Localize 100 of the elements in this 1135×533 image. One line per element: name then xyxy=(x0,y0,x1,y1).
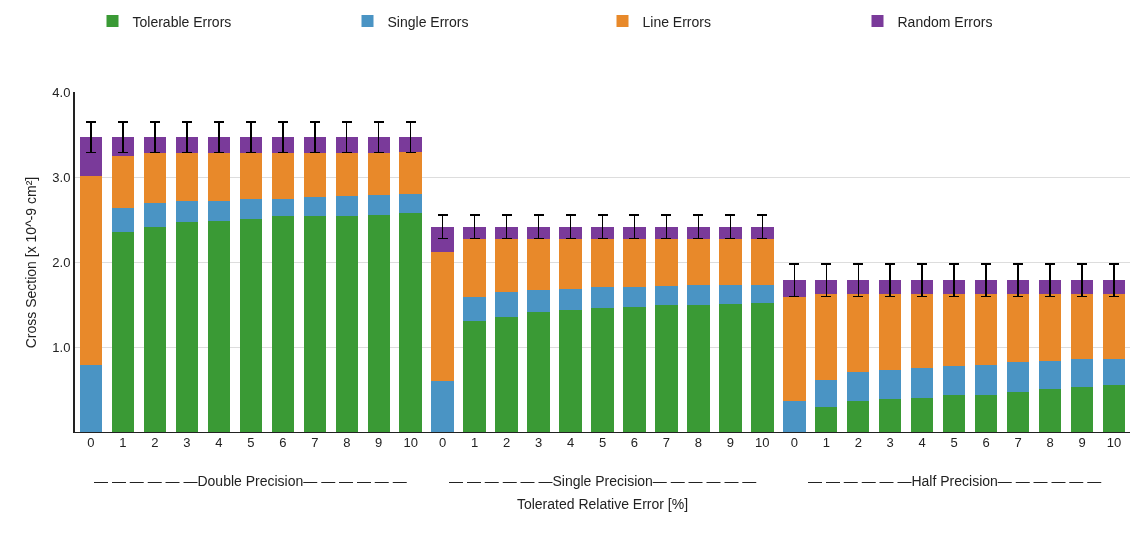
bar xyxy=(367,195,390,215)
x-tick-label: 10 xyxy=(403,435,418,450)
y-tick-label: 1.0 xyxy=(52,340,71,356)
bar xyxy=(591,287,614,308)
bar xyxy=(303,215,326,433)
bar xyxy=(399,151,422,195)
bar xyxy=(719,239,742,285)
bar xyxy=(1006,362,1030,393)
bar xyxy=(335,196,358,216)
legend-label: Single Errors xyxy=(387,13,469,30)
bar xyxy=(783,280,806,298)
x-tick-label: 3 xyxy=(534,435,543,450)
bar xyxy=(559,239,582,289)
x-tick-label: 4 xyxy=(566,435,575,450)
x-tick-label: 10 xyxy=(755,435,770,450)
bar xyxy=(847,280,870,295)
bar xyxy=(655,305,678,433)
bar xyxy=(1038,360,1062,389)
y-axis-title: Cross Section [x 10^-9 cm²] xyxy=(23,176,39,349)
bar xyxy=(1102,385,1126,433)
bar xyxy=(815,280,838,295)
bar xyxy=(719,284,742,305)
bar xyxy=(879,398,902,433)
text: — — — — — —Double Precision— — — — — — xyxy=(94,473,407,489)
x-tick-label: 7 xyxy=(662,435,671,450)
bar xyxy=(271,153,294,199)
bar xyxy=(175,153,199,202)
text: — — — — — —Half Precision— — — — — — xyxy=(808,473,1102,489)
x-tick-label: 4 xyxy=(215,435,223,450)
bar xyxy=(495,239,518,293)
x-tick-label: 0 xyxy=(439,435,447,450)
x-tick-label: 4 xyxy=(918,435,926,450)
bar xyxy=(815,294,838,381)
bar xyxy=(1070,358,1094,387)
bar xyxy=(303,196,326,216)
bar xyxy=(623,306,646,433)
bar xyxy=(1102,294,1126,359)
text: — — — — — —Single Precision— — — — — — xyxy=(449,473,757,489)
x-tick-label: 8 xyxy=(343,435,351,450)
x-tick-label: 1 xyxy=(119,435,127,450)
bar xyxy=(495,317,518,433)
bar xyxy=(1038,294,1062,361)
bar xyxy=(175,201,199,223)
legend-label: Random Errors xyxy=(897,13,993,30)
bar xyxy=(111,231,135,433)
bar xyxy=(559,288,582,311)
bar xyxy=(239,219,263,433)
bar xyxy=(239,199,263,220)
bar xyxy=(847,294,870,372)
bar xyxy=(239,153,263,200)
bar xyxy=(911,368,934,399)
x-tick-label: 2 xyxy=(502,435,511,450)
bar xyxy=(815,407,838,433)
bar xyxy=(719,304,742,433)
bar xyxy=(655,285,678,306)
bar xyxy=(79,137,103,177)
x-tick-label: 10 xyxy=(1106,435,1122,450)
x-tick-label: 9 xyxy=(1078,435,1086,450)
legend-label: Tolerable Errors xyxy=(132,13,232,30)
bar xyxy=(367,137,390,153)
bar xyxy=(974,364,998,395)
bar xyxy=(591,307,614,433)
bar xyxy=(974,394,998,433)
bar xyxy=(463,239,486,297)
bar xyxy=(527,289,550,312)
bar xyxy=(1006,392,1030,433)
bar xyxy=(527,239,550,290)
bar xyxy=(847,401,870,433)
x-tick-label: 0 xyxy=(87,435,95,450)
bar xyxy=(687,239,710,285)
bar xyxy=(974,294,998,365)
y-tick-label: 4.0 xyxy=(52,84,71,100)
x-tick-label: 2 xyxy=(151,435,159,450)
x-tick-label: 9 xyxy=(375,435,383,450)
x-tick-label: 5 xyxy=(598,435,607,450)
bar xyxy=(399,194,422,214)
x-tick-label: 1 xyxy=(822,435,830,450)
x-tick-label: 2 xyxy=(854,435,862,450)
x-tick-label: 5 xyxy=(247,435,255,450)
bar xyxy=(751,284,774,304)
x-axis-title: Tolerated Relative Error [%] xyxy=(516,496,689,513)
bar xyxy=(367,214,390,433)
x-tick-label: 5 xyxy=(950,435,958,450)
bar xyxy=(1102,358,1126,386)
bar xyxy=(271,216,294,433)
bar xyxy=(143,226,167,433)
bar xyxy=(687,305,710,433)
bar xyxy=(431,226,454,253)
bar xyxy=(974,280,998,295)
x-tick-label: 7 xyxy=(1014,435,1022,450)
bar xyxy=(847,371,870,402)
y-tick-label: 2.0 xyxy=(52,255,71,271)
bar xyxy=(1070,280,1094,295)
bar xyxy=(559,310,582,433)
x-tick-label: 6 xyxy=(630,435,639,450)
legend-label: Line Errors xyxy=(642,13,711,30)
bar xyxy=(399,137,422,152)
bar xyxy=(911,280,934,295)
bar xyxy=(335,215,358,433)
bar xyxy=(623,287,646,307)
